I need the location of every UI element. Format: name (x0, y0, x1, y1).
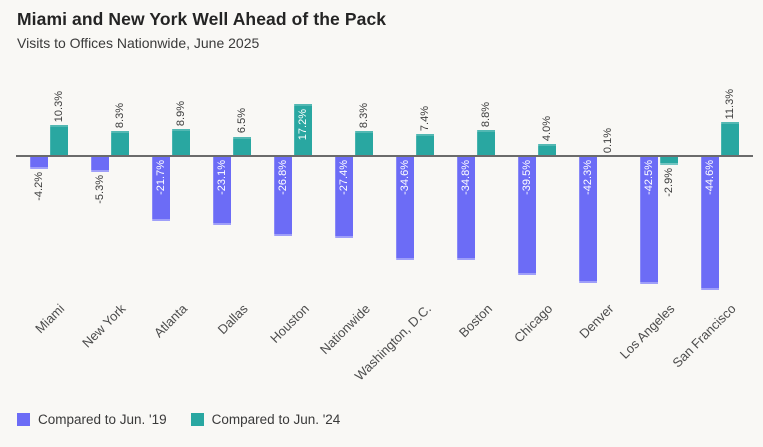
bar-miami-jun24 (50, 125, 68, 156)
category-label-san-francisco: San Francisco (669, 301, 739, 371)
category-label-houston: Houston (266, 301, 312, 346)
bar-new-york-jun19 (91, 156, 109, 172)
value-label-san-francisco-jun19: -44.6% (704, 160, 716, 195)
value-label-washington-d-c-jun24: 7.4% (419, 105, 431, 131)
bar-dallas-jun24 (233, 136, 251, 156)
value-label-atlanta-jun24: 8.9% (175, 101, 187, 127)
bar-boston-jun24 (477, 129, 495, 156)
bar-new-york-jun24 (111, 131, 129, 156)
value-label-houston-jun24: 17.2% (297, 109, 309, 141)
value-label-nationwide-jun24: 8.3% (358, 103, 370, 129)
value-label-boston-jun24: 8.8% (480, 101, 492, 127)
legend-swatch-jun19 (17, 413, 30, 426)
value-label-san-francisco-jun24: 11.3% (724, 88, 736, 120)
bar-los-angeles-jun19 (640, 156, 658, 284)
value-label-nationwide-jun19: -27.4% (338, 160, 350, 195)
bar-miami-jun19 (30, 156, 48, 169)
value-label-miami-jun24: 10.3% (53, 90, 65, 123)
bar-dallas-jun19 (213, 156, 231, 226)
bar-houston-jun24 (294, 104, 312, 156)
value-label-dallas-jun24: 6.5% (236, 108, 248, 134)
legend-label-jun24: Compared to Jun. '24 (211, 412, 341, 427)
value-label-washington-d-c-jun19: -34.6% (399, 160, 411, 195)
value-label-atlanta-jun19: -21.7% (155, 160, 167, 195)
category-label-miami: Miami (32, 301, 68, 337)
category-label-nationwide: Nationwide (316, 301, 373, 358)
legend-item-jun24: Compared to Jun. '24 (190, 412, 341, 427)
bar-san-francisco-jun24 (721, 122, 739, 156)
value-label-denver-jun24: 0.1% (602, 127, 614, 153)
value-label-dallas-jun19: -23.1% (216, 160, 228, 195)
bar-atlanta-jun19 (152, 156, 170, 222)
chart-legend: Compared to Jun. '19 Compared to Jun. '2… (17, 412, 340, 427)
bar-nationwide-jun19 (335, 156, 353, 239)
bar-houston-jun19 (274, 156, 292, 237)
chart-title: Miami and New York Well Ahead of the Pac… (17, 9, 387, 29)
value-label-chicago-jun24: 4.0% (541, 115, 553, 141)
bar-chicago-jun24 (538, 144, 556, 156)
value-label-chicago-jun19: -39.5% (521, 160, 533, 195)
bar-washington-d-c-jun19 (396, 156, 414, 260)
category-label-chicago: Chicago (511, 301, 556, 346)
category-label-atlanta: Atlanta (150, 301, 190, 341)
bar-chicago-jun19 (518, 156, 536, 275)
value-label-new-york-jun19: -5.3% (94, 174, 106, 204)
bar-washington-d-c-jun24 (416, 133, 434, 156)
legend-swatch-jun24 (190, 413, 204, 426)
bar-los-angeles-jun24 (660, 156, 678, 165)
zero-baseline (16, 155, 753, 157)
bar-nationwide-jun24 (355, 131, 373, 156)
value-label-miami-jun19: -4.2% (33, 171, 45, 201)
value-label-denver-jun19: -42.3% (582, 160, 594, 195)
category-label-boston: Boston (455, 301, 495, 341)
bar-denver-jun19 (579, 156, 597, 283)
category-label-los-angeles: Los Angeles (616, 301, 678, 362)
value-label-los-angeles-jun24: -2.9% (663, 167, 675, 197)
value-label-boston-jun19: -34.8% (460, 160, 472, 195)
bar-atlanta-jun24 (172, 129, 190, 156)
value-label-los-angeles-jun19: -42.5% (643, 160, 655, 195)
category-label-new-york: New York (79, 301, 129, 351)
legend-label-jun19: Compared to Jun. '19 (38, 412, 167, 427)
chart-subtitle: Visits to Offices Nationwide, June 2025 (17, 35, 260, 51)
category-label-denver: Denver (576, 301, 617, 342)
legend-item-jun19: Compared to Jun. '19 (17, 412, 167, 427)
value-label-new-york-jun24: 8.3% (114, 103, 126, 129)
value-label-houston-jun19: -26.8% (277, 160, 289, 195)
category-label-dallas: Dallas (214, 301, 251, 338)
bar-san-francisco-jun19 (701, 156, 719, 290)
bar-boston-jun19 (457, 156, 475, 261)
